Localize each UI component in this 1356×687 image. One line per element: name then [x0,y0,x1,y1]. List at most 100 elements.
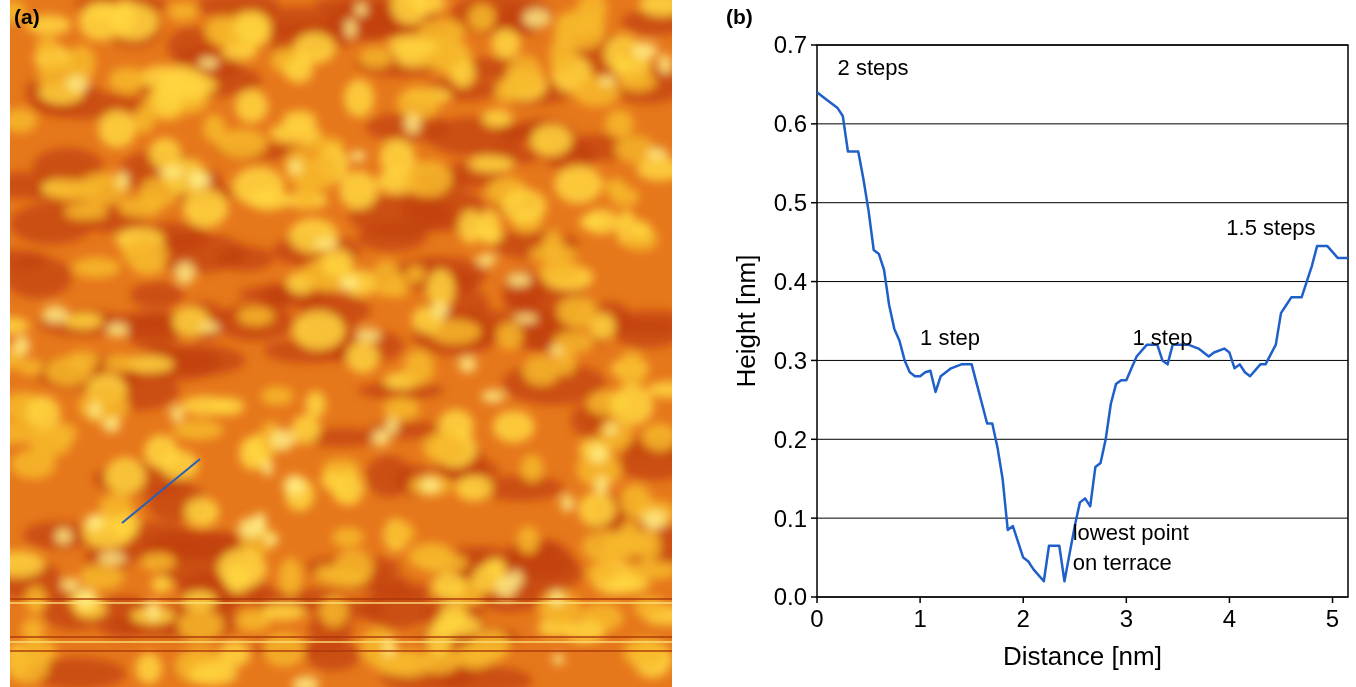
bright-grain [262,603,305,620]
annotation-line: 2 steps [838,55,909,80]
bright-grain [136,653,162,684]
bright-grain [397,87,440,120]
bright-grain [496,322,523,349]
annotation: 1.5 steps [1226,215,1315,240]
highlight-grain [605,423,618,435]
bright-grain [45,422,77,444]
bright-grain [405,265,426,284]
bright-grain [346,341,379,372]
y-tick-label: 0.1 [774,505,807,532]
x-tick-label: 5 [1326,605,1339,632]
highlight-grain [43,306,69,324]
y-tick-label: 0.2 [774,426,807,453]
bright-grain [320,595,348,626]
bright-grain [610,386,653,425]
highlight-grain [66,76,90,92]
bright-grain [404,350,435,385]
bright-grain [564,621,605,643]
bright-grain [142,553,176,572]
x-tick [1332,597,1334,603]
bright-grain [211,397,244,415]
highlight-grain [289,160,303,174]
bright-grain [219,641,250,666]
highlight-grain [561,494,574,512]
highlight-grain [102,417,120,433]
bright-grain [617,351,646,390]
scan-line [10,598,672,600]
bright-grain [10,108,37,132]
bright-grain [64,313,103,330]
scan-line [10,602,672,604]
bright-grain [73,257,121,278]
bright-grain [19,359,43,375]
panel-label: (b) [726,5,753,28]
dark-patch [130,282,184,309]
bright-grain [321,249,353,277]
bright-grain [418,19,466,44]
bright-grain [472,629,510,661]
dark-patch [215,303,295,341]
y-tick [811,44,817,46]
highlight-grain [350,151,366,162]
annotation: lowest pointon terrace [1073,520,1189,575]
highlight-grain [170,405,184,421]
grid-line [817,202,1348,203]
grid-line [817,439,1348,440]
annotation-line: 1 step [920,325,980,350]
highlight-grain [507,273,531,287]
highlight-grain [477,253,497,266]
panel-label: (a) [14,5,40,28]
x-tick-label: 0 [810,605,823,632]
bright-grain [627,561,672,579]
highlight-grain [339,277,359,291]
bright-grain [640,0,672,17]
annotation: 1 step [1133,325,1193,350]
bright-grain [190,662,238,686]
bright-grain [289,218,338,253]
bright-grain [152,80,183,116]
bright-grain [118,197,162,218]
bright-grain [99,110,137,148]
bright-grain [222,44,258,60]
highlight-grain [496,576,517,598]
annotation: 2 steps [838,55,909,80]
bright-grain [636,529,660,562]
bright-grain [10,317,29,334]
x-tick-label: 2 [1017,605,1030,632]
grid-line [817,518,1348,519]
highlight-grain [514,313,538,323]
highlight-grain [481,390,504,403]
highlight-grain [549,345,563,356]
bright-grain [485,558,507,577]
scan-line [10,636,672,638]
y-tick-label: 0.4 [774,268,807,295]
bright-grain [185,498,219,527]
bright-grain [105,458,146,495]
highlight-grain [13,335,30,355]
bright-grain [642,424,672,452]
highlight-grain [261,460,273,476]
plot-frame [817,45,1348,597]
highlight-grain [632,42,658,59]
y-tick-label: 0.3 [774,347,807,374]
bright-grain [172,420,223,440]
bright-grain [521,455,543,482]
bright-grain [344,79,374,117]
bright-grain [423,432,465,464]
bright-grain [292,415,320,444]
figure: (a)(b)0.00.10.20.30.40.50.60.7012345Dist… [0,0,1356,687]
bright-grain [261,387,294,406]
y-tick [811,439,817,441]
x-tick-label: 3 [1120,605,1133,632]
bright-grain [573,76,620,107]
bright-grain [455,475,492,501]
bright-grain [557,296,597,328]
x-tick [816,597,818,603]
bright-grain [315,565,341,584]
bright-grain [432,572,465,600]
highlight-grain [264,534,279,545]
x-tick [1229,597,1231,603]
bright-grain [64,203,107,220]
highlight-grain [253,512,266,528]
highlight-grain [385,417,398,435]
